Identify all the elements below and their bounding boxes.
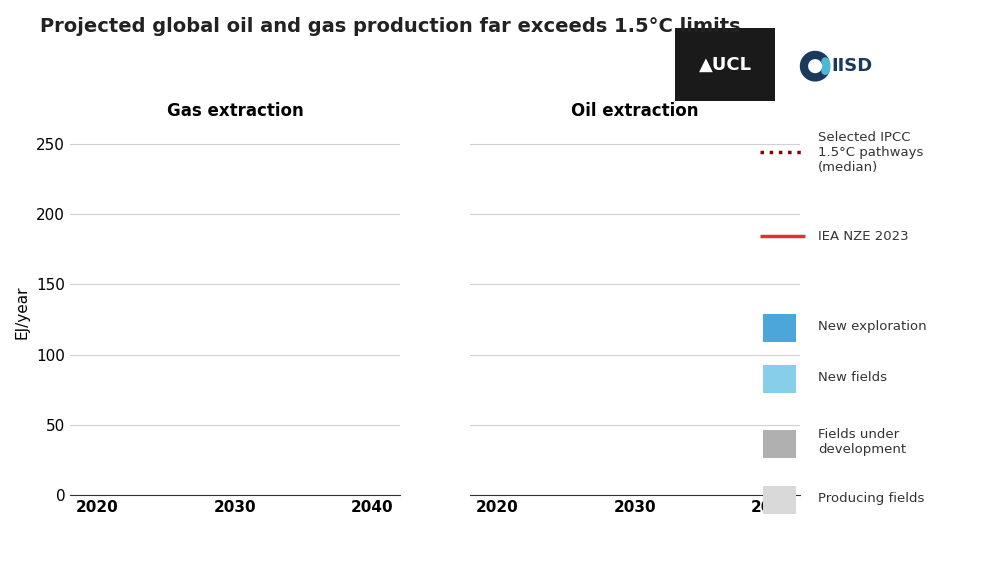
Y-axis label: EJ/year: EJ/year bbox=[14, 285, 29, 339]
Text: IISD: IISD bbox=[831, 57, 873, 75]
FancyBboxPatch shape bbox=[763, 430, 796, 458]
Text: IEA NZE 2023: IEA NZE 2023 bbox=[818, 230, 909, 243]
FancyBboxPatch shape bbox=[763, 314, 796, 342]
Text: New fields: New fields bbox=[818, 370, 887, 384]
Title: Oil extraction: Oil extraction bbox=[571, 101, 699, 119]
FancyBboxPatch shape bbox=[763, 486, 796, 514]
Text: New exploration: New exploration bbox=[818, 320, 927, 333]
Text: Fields under
development: Fields under development bbox=[818, 428, 906, 456]
FancyBboxPatch shape bbox=[763, 365, 796, 393]
Text: Selected IPCC
1.5°C pathways
(median): Selected IPCC 1.5°C pathways (median) bbox=[818, 131, 923, 173]
Text: Producing fields: Producing fields bbox=[818, 491, 924, 505]
Title: Gas extraction: Gas extraction bbox=[167, 101, 303, 119]
FancyBboxPatch shape bbox=[675, 28, 775, 101]
Text: Projected global oil and gas production far exceeds 1.5°C limits: Projected global oil and gas production … bbox=[40, 17, 741, 36]
Text: ▲UCL: ▲UCL bbox=[698, 56, 752, 74]
